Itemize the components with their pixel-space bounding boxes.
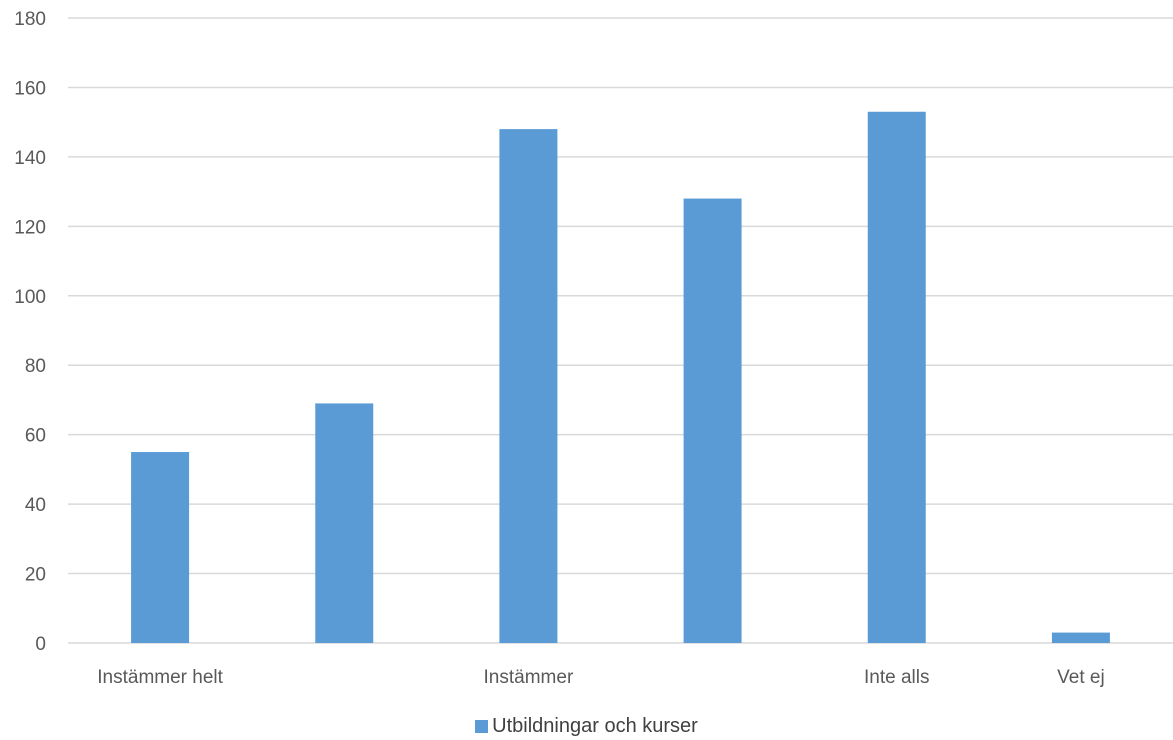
y-axis-tick-labels: 0 20 40 60 80 100 120 140 160 180: [14, 9, 46, 655]
legend-label: Utbildningar och kurser: [492, 715, 698, 737]
y-tick-label: 160: [14, 78, 46, 99]
y-tick-label: 140: [14, 148, 46, 169]
legend-swatch: [475, 720, 489, 733]
x-tick-label: Instämmer: [484, 667, 574, 688]
bar-1: [315, 403, 374, 643]
y-tick-label: 80: [25, 356, 46, 377]
y-tick-label: 60: [25, 426, 46, 447]
y-tick-label: 0: [35, 634, 46, 655]
bar-3: [683, 198, 742, 644]
y-tick-label: 40: [25, 495, 46, 516]
y-tick-label: 20: [25, 565, 46, 586]
gridlines: [68, 17, 1173, 644]
y-tick-label: 100: [14, 287, 46, 308]
bar-5: [1051, 632, 1110, 643]
bar-0: [131, 452, 190, 643]
bars: [131, 111, 1110, 644]
bar-4: [867, 111, 926, 643]
x-axis-tick-labels: Instämmer helt Instämmer Inte alls Vet ej: [97, 667, 1104, 688]
y-tick-label: 120: [14, 217, 46, 238]
x-tick-label: Inte alls: [864, 667, 929, 688]
legend: Utbildningar och kurser: [0, 715, 1173, 738]
y-tick-label: 180: [14, 9, 46, 30]
bar-2: [499, 129, 558, 644]
x-tick-label: Instämmer helt: [97, 667, 223, 688]
x-tick-label: Vet ej: [1057, 667, 1105, 688]
